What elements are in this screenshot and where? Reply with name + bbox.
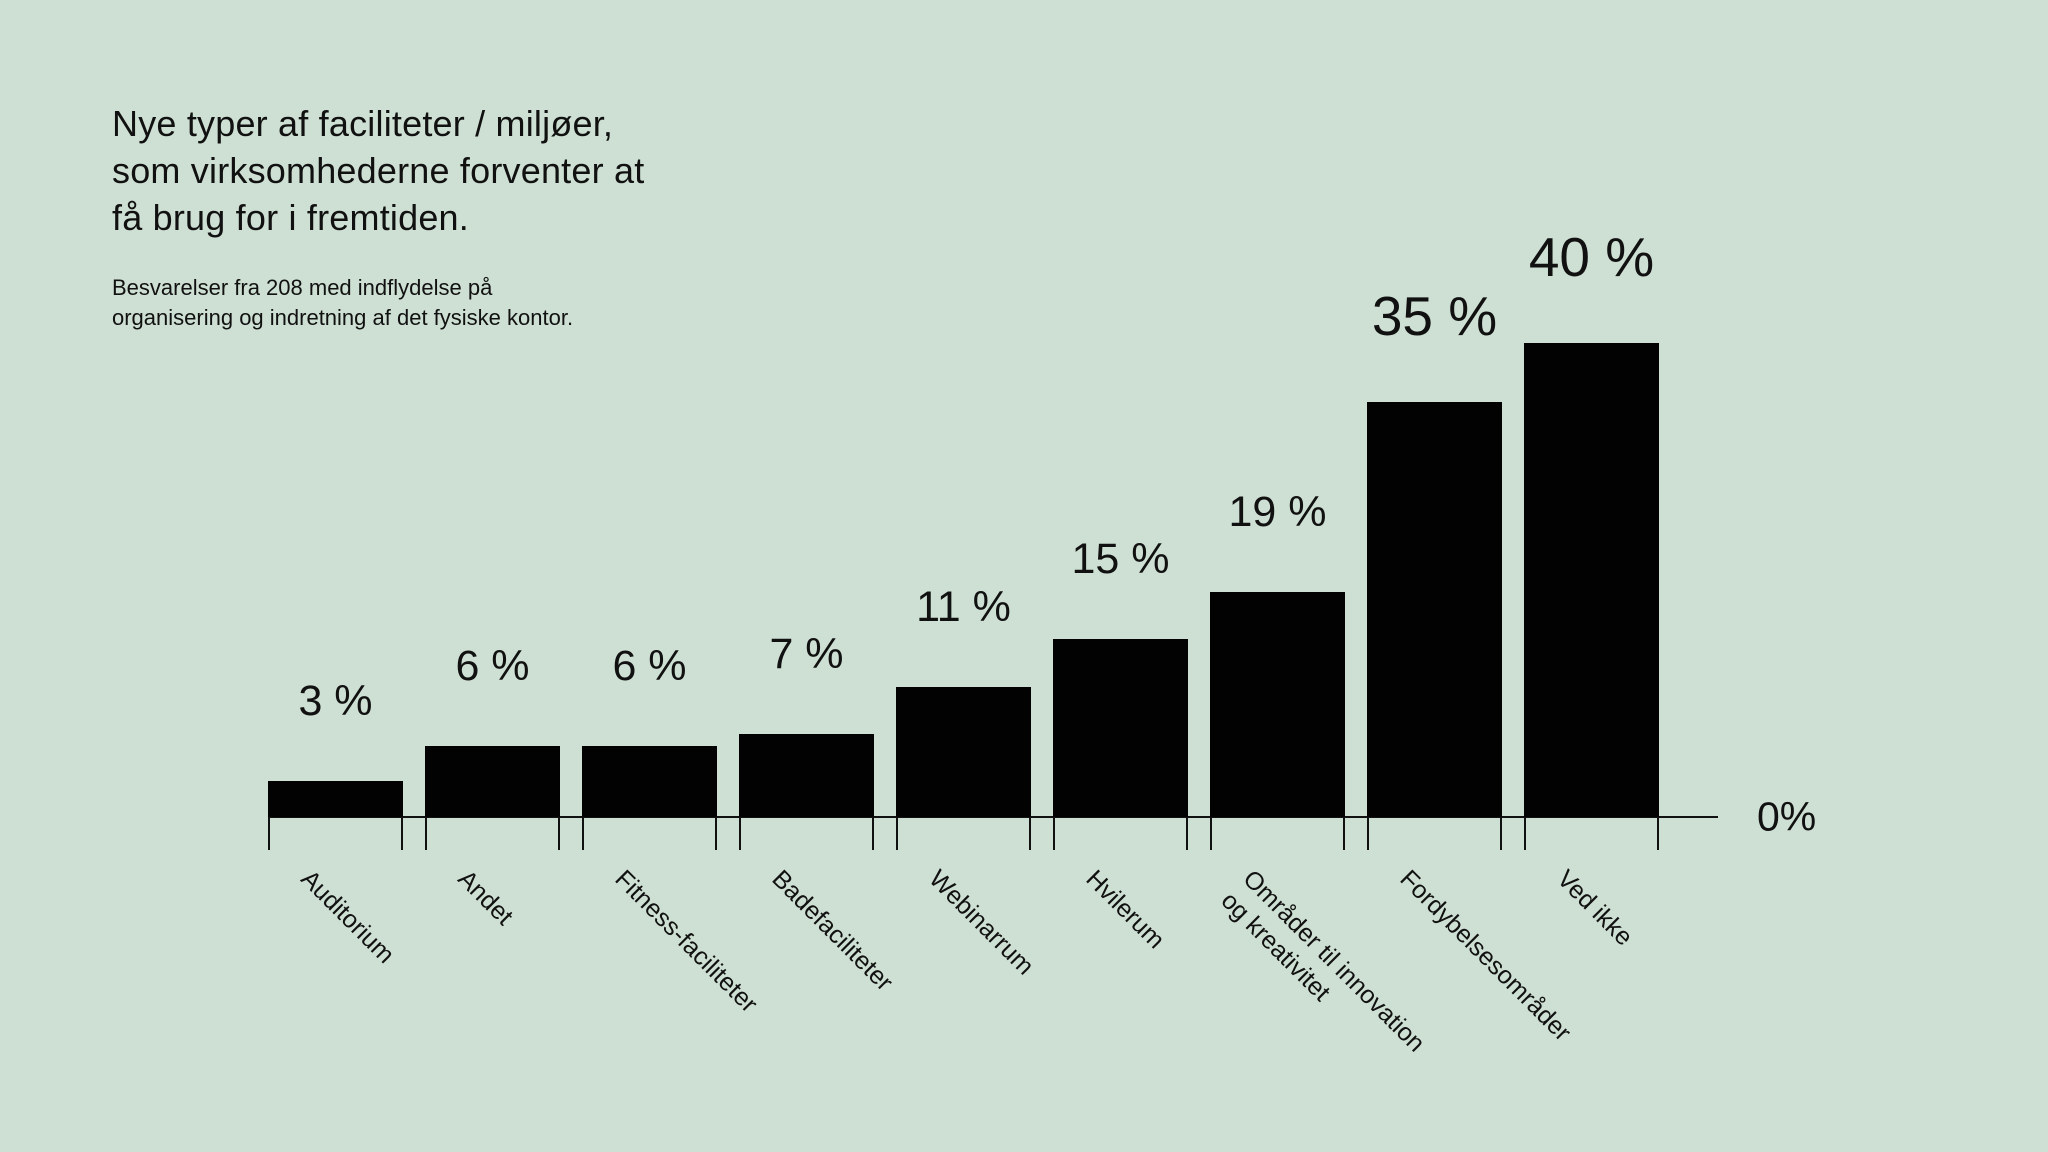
axis-tick xyxy=(872,817,874,850)
chart-subtitle: Besvarelser fra 208 med indflydelse på o… xyxy=(112,273,573,333)
bar-category-label: Områder til innovation og kreativitet xyxy=(1214,864,1430,1058)
bar-category-label: Badefaciliteter xyxy=(765,864,898,997)
bar-value-label: 3 % xyxy=(298,677,373,725)
bar xyxy=(1210,592,1345,817)
bar xyxy=(1367,402,1502,817)
x-axis-zero-label: 0% xyxy=(1757,793,1817,840)
bar-category-label: Webinarrum xyxy=(922,864,1039,981)
bar-value-label: 35 % xyxy=(1371,285,1498,347)
bar xyxy=(582,746,717,817)
bar-category-label: Fordybelsesområder xyxy=(1393,864,1576,1047)
bar xyxy=(739,734,874,817)
bar-value-label: 19 % xyxy=(1228,488,1327,536)
bar xyxy=(268,781,403,817)
bar-value-label: 6 % xyxy=(612,642,687,690)
bar-category-label: Andet xyxy=(451,864,518,931)
axis-tick xyxy=(425,817,427,850)
bar-value-label: 11 % xyxy=(916,583,1011,631)
chart-title-line: få brug for i fremtiden. xyxy=(112,197,469,238)
chart-title: Nye typer af faciliteter / miljøer, som … xyxy=(112,100,644,241)
axis-tick xyxy=(401,817,403,850)
axis-tick xyxy=(715,817,717,850)
bar-value-label: 6 % xyxy=(455,642,530,690)
axis-tick xyxy=(1210,817,1212,850)
bar xyxy=(896,687,1031,817)
axis-tick xyxy=(1657,817,1659,850)
axis-tick xyxy=(1367,817,1369,850)
bar-value-label: 15 % xyxy=(1071,535,1170,583)
axis-tick xyxy=(1500,817,1502,850)
axis-tick xyxy=(896,817,898,850)
bar-category-label: Auditorium xyxy=(294,864,400,970)
bar-category-label: Ved ikke xyxy=(1550,864,1638,952)
bar xyxy=(1053,639,1188,817)
bar-category-label: Fitness-faciliteter xyxy=(608,864,763,1019)
chart-title-line: Nye typer af faciliteter / miljøer, xyxy=(112,103,614,144)
bar-value-label: 40 % xyxy=(1528,226,1655,288)
x-axis-line xyxy=(268,816,1718,818)
axis-tick xyxy=(1343,817,1345,850)
axis-tick xyxy=(1053,817,1055,850)
bar-value-label: 7 % xyxy=(769,630,844,678)
axis-tick xyxy=(1186,817,1188,850)
axis-tick xyxy=(739,817,741,850)
axis-tick xyxy=(1524,817,1526,850)
chart-title-line: som virksomhederne forventer at xyxy=(112,150,645,191)
axis-tick xyxy=(268,817,270,850)
axis-tick xyxy=(582,817,584,850)
chart-subtitle-line: organisering og indretning af det fysisk… xyxy=(112,305,574,330)
chart-subtitle-line: Besvarelser fra 208 med indflydelse på xyxy=(112,275,493,300)
axis-tick xyxy=(558,817,560,850)
bar xyxy=(1524,343,1659,817)
bar xyxy=(425,746,560,817)
axis-tick xyxy=(1029,817,1031,850)
bar-category-label: Hvilerum xyxy=(1079,864,1170,955)
